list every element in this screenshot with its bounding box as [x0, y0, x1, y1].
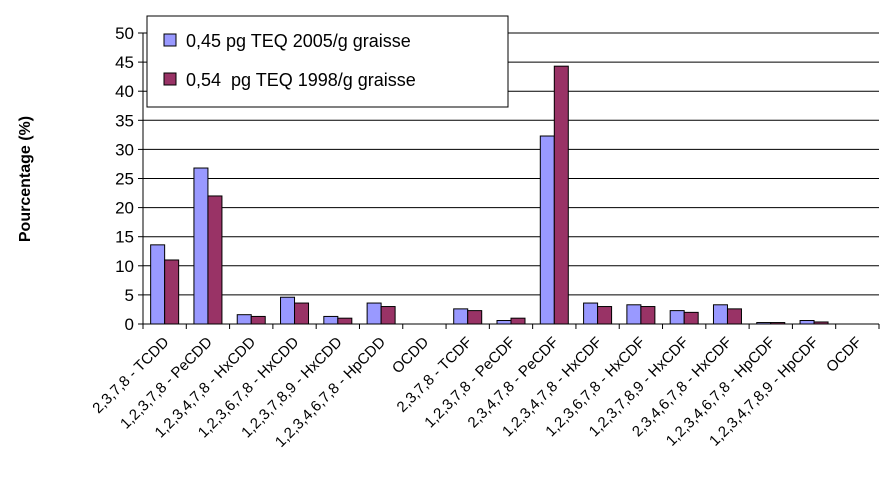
y-tick-label: 35: [115, 111, 134, 130]
bar-series-1: [669, 310, 685, 325]
bar-series-2: [640, 306, 656, 325]
y-tick-label: 20: [115, 199, 134, 218]
bar-series-2: [510, 317, 526, 325]
bar-series-1: [626, 304, 642, 325]
bar-series-2: [294, 302, 310, 325]
y-tick-label: 0: [125, 315, 134, 334]
x-tick-label: 2,3,7,8 - TCDF: [394, 334, 476, 416]
y-tick-labels: 0 5 10 15 20 25 30 35 40 45 50: [115, 24, 134, 334]
bar-series-1: [712, 304, 728, 325]
y-tick-label: 40: [115, 82, 134, 101]
bar-series-2: [380, 306, 396, 325]
bar-series-2: [467, 310, 483, 325]
bar-series-1: [539, 135, 555, 325]
x-tick-label: 2,3,7,8 - TCDD: [89, 334, 172, 417]
bar-series-2: [250, 315, 266, 325]
y-tick-label: 25: [115, 170, 134, 189]
bar-series-1: [453, 308, 469, 325]
bar-series-2: [337, 317, 353, 325]
bar-series-1: [799, 320, 815, 325]
legend-label-series-2: 0,54 pg TEQ 1998/g graisse: [186, 70, 416, 90]
bar-series-2: [164, 259, 180, 325]
x-tick-label: OCDF: [823, 334, 865, 376]
bar-series-1: [236, 314, 252, 325]
y-tick-label: 10: [115, 257, 134, 276]
y-tick-label: 45: [115, 53, 134, 72]
y-axis-label: Pourcentage (%): [17, 116, 34, 242]
bar-series-1: [150, 244, 166, 325]
y-tick-label: 50: [115, 24, 134, 43]
bar-series-2: [726, 308, 742, 325]
bars: [150, 65, 829, 325]
bar-series-2: [207, 195, 223, 325]
bar-series-1: [193, 167, 209, 325]
gridlines: [143, 32, 879, 296]
y-tick-label: 30: [115, 140, 134, 159]
y-tick-label: 5: [125, 286, 134, 305]
bar-series-2: [553, 65, 569, 325]
legend-box: [146, 15, 509, 108]
legend: 0,45 pg TEQ 2005/g graisse 0,54 pg TEQ 1…: [146, 15, 509, 108]
bar-series-1: [366, 302, 382, 325]
bar-series-2: [597, 306, 613, 325]
legend-label-series-1: 0,45 pg TEQ 2005/g graisse: [186, 31, 411, 51]
bar-series-1: [280, 296, 296, 325]
bar-series-1: [496, 320, 512, 325]
bar-series-1: [323, 315, 339, 325]
y-tick-label: 15: [115, 228, 134, 247]
bar-series-2: [683, 311, 699, 325]
legend-swatch-series-1: [163, 33, 177, 47]
bar-series-1: [583, 302, 599, 325]
legend-swatch-series-2: [163, 72, 177, 86]
axes: [138, 32, 880, 329]
